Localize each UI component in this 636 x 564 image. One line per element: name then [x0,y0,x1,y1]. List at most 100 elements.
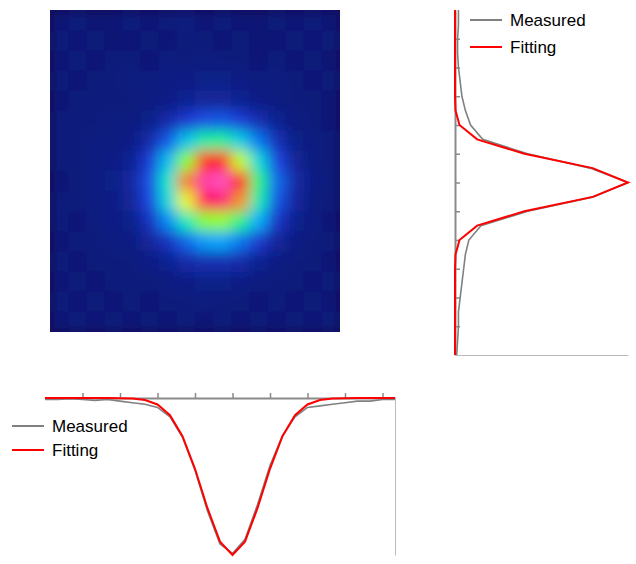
heatmap-cell [213,231,232,252]
heatmap-cell [159,272,178,293]
heatmap-cell [304,91,323,112]
heatmap-cell [286,231,305,252]
heatmap-cell [213,131,232,152]
heatmap-cell [141,252,160,273]
heatmap-cell [195,30,214,51]
heatmap-cell [249,272,268,293]
tick [455,211,460,212]
y-axis [395,399,396,556]
heatmap-cell [123,30,142,51]
heatmap-cell [286,10,305,31]
heatmap-cell [86,252,105,273]
heatmap-cell [249,312,268,332]
heatmap-cell [231,111,250,132]
heatmap-cell [141,10,160,31]
heatmap-cell [268,272,287,293]
legend: MeasuredFitting [12,417,128,460]
heatmap-cell [123,131,142,152]
tick [455,183,460,184]
heatmap-cell [68,111,87,132]
tick [158,393,159,398]
plot-lines [45,398,395,555]
heatmap-cell [159,50,178,71]
heatmap-cell [231,231,250,252]
heatmap-cell [177,30,196,51]
heatmap-cell [304,211,323,232]
heatmap-cell [213,211,232,232]
tick-mark [270,393,272,398]
heatmap-cell [141,151,160,172]
heatmap-cell [141,231,160,252]
heatmap-cell [177,50,196,71]
heatmap-cell [68,312,87,332]
heatmap-cell [195,70,214,91]
heatmap-cell [268,211,287,232]
heatmap-cell [213,30,232,51]
heatmap-cell [213,70,232,91]
heatmap-cell [213,191,232,212]
heatmap-cell [86,30,105,51]
heatmap-cell [104,191,123,212]
heatmap-cell [86,50,105,71]
heatmap-cell [68,252,87,273]
heatmap-cell [268,50,287,71]
tick [270,393,271,398]
heatmap-cell [249,30,268,51]
heatmap-cell [68,91,87,112]
heatmap-cell [141,211,160,232]
heatmap-cell [322,312,340,332]
heatmap-cell [177,312,196,332]
heatmap-cell [123,312,142,332]
heatmap-cell [195,111,214,132]
heatmap-cell [123,10,142,31]
heatmap-cell [104,211,123,232]
heatmap-cell [141,70,160,91]
heatmap-cell [304,272,323,293]
heatmap-cell [304,111,323,132]
heatmap-cell [231,252,250,273]
heatmap-cell [68,191,87,212]
tick-mark [232,393,234,398]
heatmap-cell [141,171,160,192]
tick [308,393,309,398]
heatmap-cell [231,131,250,152]
heatmap-cell [159,91,178,112]
heatmap-cell [213,151,232,172]
legend-label: Measured [52,417,128,436]
heatmap-cell [159,231,178,252]
heatmap-cell [304,292,323,313]
heatmap-cell [268,30,287,51]
heatmap-cell [50,171,69,192]
heatmap-cell [86,231,105,252]
heatmap-cell [86,10,105,31]
heatmap-cell [177,231,196,252]
heatmap-cell [159,111,178,132]
heatmap-cell [104,272,123,293]
heatmap-cell [68,231,87,252]
heatmap-cell [86,91,105,112]
heatmap-cell [322,151,340,172]
heatmap-cell [86,70,105,91]
heatmap-cell [68,272,87,293]
heatmap-cell [123,292,142,313]
heatmap-cell [195,171,214,192]
heatmap-cell [86,211,105,232]
heatmap-cell [68,10,87,31]
heatmap-cell [304,252,323,273]
heatmap-cell [68,151,87,172]
heatmap-cell [213,312,232,332]
heatmap-cell [195,191,214,212]
heatmap-cell [286,111,305,132]
heatmap-cell [231,292,250,313]
heatmap-cell [213,252,232,273]
heatmap-cell [141,131,160,152]
heatmap-cell [286,292,305,313]
heatmap-cell [195,151,214,172]
heatmap-cell [286,272,305,293]
heatmap-cell [286,312,305,332]
heatmap-cell [177,292,196,313]
heatmap-background [50,10,340,332]
heatmap-cell [268,91,287,112]
heatmap-cell [50,231,69,252]
heatmap-cell [304,231,323,252]
